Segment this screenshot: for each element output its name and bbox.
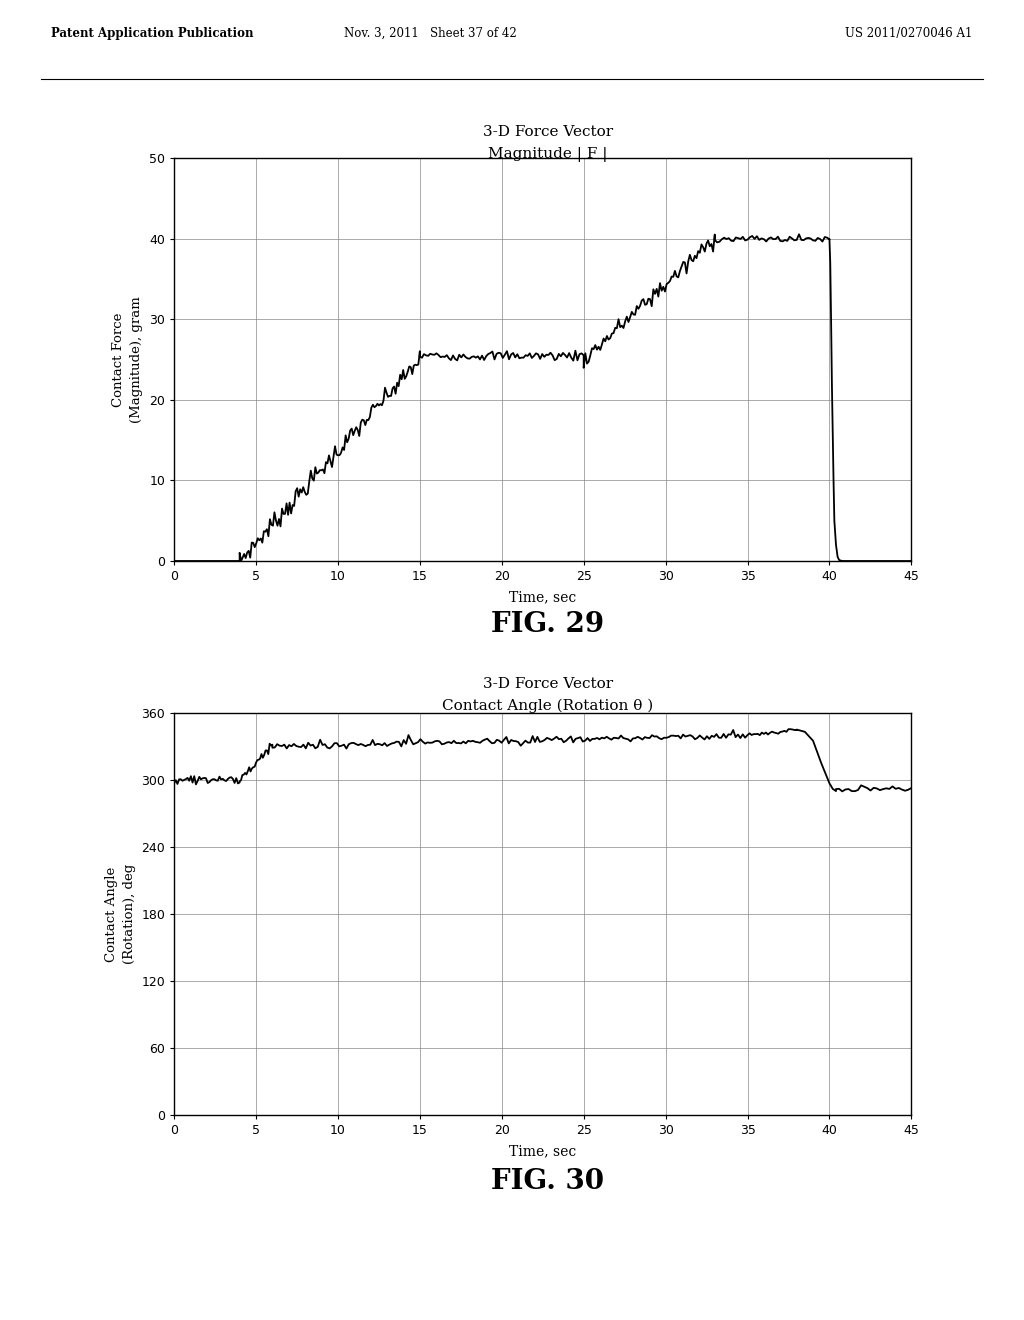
- Text: Magnitude | F |: Magnitude | F |: [488, 147, 607, 162]
- Text: 3-D Force Vector: 3-D Force Vector: [482, 677, 613, 690]
- Text: FIG. 29: FIG. 29: [492, 611, 604, 638]
- Y-axis label: Contact Angle
(Rotation), deg: Contact Angle (Rotation), deg: [104, 865, 135, 964]
- X-axis label: Time, sec: Time, sec: [509, 590, 577, 605]
- Text: FIG. 30: FIG. 30: [492, 1168, 604, 1195]
- Text: 3-D Force Vector: 3-D Force Vector: [482, 125, 613, 139]
- X-axis label: Time, sec: Time, sec: [509, 1144, 577, 1159]
- Text: Contact Angle (Rotation θ ): Contact Angle (Rotation θ ): [442, 700, 653, 713]
- Y-axis label: Contact Force
(Magnitude), gram: Contact Force (Magnitude), gram: [113, 296, 143, 424]
- Text: Patent Application Publication: Patent Application Publication: [51, 26, 254, 40]
- Text: US 2011/0270046 A1: US 2011/0270046 A1: [846, 26, 973, 40]
- Text: Nov. 3, 2011   Sheet 37 of 42: Nov. 3, 2011 Sheet 37 of 42: [344, 26, 516, 40]
